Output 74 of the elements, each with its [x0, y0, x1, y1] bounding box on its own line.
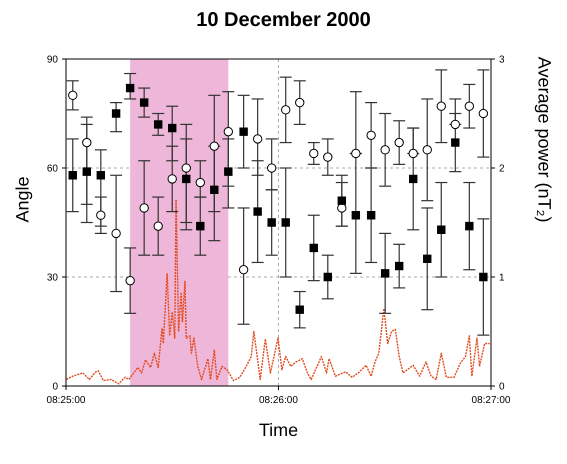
point	[68, 90, 78, 100]
x-tick-label: 08:26:00	[258, 395, 298, 406]
y2-tick-label: 3	[499, 54, 505, 66]
point	[380, 145, 390, 155]
point	[126, 84, 134, 92]
point	[408, 148, 418, 158]
chart-title: 10 December 2000	[195, 8, 372, 33]
x-tick-label: 08:25:00	[46, 395, 86, 406]
point	[338, 196, 346, 205]
point	[182, 163, 191, 173]
y-tick-label: 0	[52, 382, 58, 393]
point	[394, 262, 404, 270]
point	[366, 211, 376, 220]
point	[112, 109, 120, 118]
point	[478, 108, 488, 118]
point	[281, 105, 290, 115]
point	[224, 167, 233, 176]
y2-axis-title: Average power (nT₂)	[534, 56, 555, 222]
point	[437, 226, 446, 234]
point	[168, 174, 177, 184]
y-tick-label: 30	[46, 272, 58, 284]
point	[82, 138, 92, 148]
point	[323, 152, 332, 162]
point	[154, 221, 163, 231]
point	[210, 186, 219, 194]
point	[409, 174, 418, 184]
point	[296, 305, 304, 314]
point	[196, 178, 205, 188]
y2-tick-label: 0	[499, 382, 505, 393]
point	[182, 174, 190, 184]
point	[125, 276, 135, 286]
point	[324, 272, 332, 282]
y-tick-label: 60	[46, 164, 58, 175]
point	[394, 138, 404, 148]
point	[422, 145, 432, 155]
point	[252, 134, 262, 144]
x-axis-title: Time	[258, 420, 298, 440]
point	[451, 138, 460, 147]
y2-tick-label: 2	[499, 164, 505, 175]
point	[267, 218, 276, 227]
point	[196, 222, 204, 230]
point	[310, 244, 318, 252]
point	[423, 254, 432, 264]
point	[436, 102, 446, 111]
point	[239, 127, 248, 136]
point	[168, 124, 176, 132]
point	[96, 210, 106, 220]
point	[96, 171, 106, 180]
point	[139, 203, 149, 213]
y2-tick-label: 1	[499, 272, 505, 284]
point	[210, 142, 219, 151]
x-tick-label: 08:27:00	[472, 395, 511, 406]
point	[352, 211, 360, 220]
point	[111, 228, 121, 238]
point	[351, 148, 361, 158]
point	[82, 167, 91, 176]
point	[68, 171, 77, 180]
point	[295, 98, 304, 108]
point	[450, 120, 460, 130]
point	[238, 265, 248, 274]
point	[479, 272, 488, 282]
point	[464, 102, 474, 111]
point	[154, 120, 162, 129]
y-axis-title: Angle	[12, 176, 32, 222]
point	[266, 163, 276, 173]
point	[366, 130, 376, 140]
point	[224, 126, 234, 136]
point	[140, 98, 148, 107]
point	[465, 222, 474, 230]
point	[380, 269, 390, 278]
point	[309, 148, 318, 158]
point	[281, 218, 290, 227]
y-tick-label: 90	[46, 54, 58, 66]
point	[253, 207, 262, 216]
